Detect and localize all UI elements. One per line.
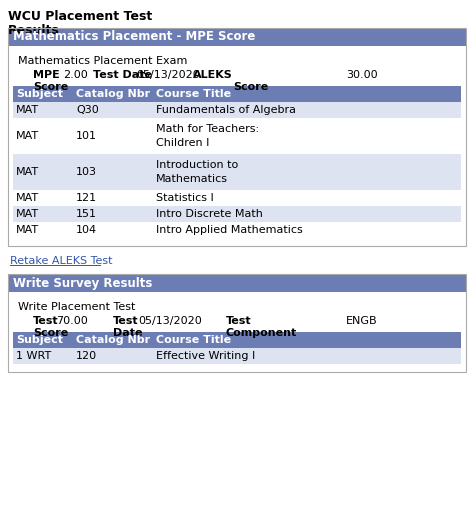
- Bar: [8, 28, 466, 46]
- Bar: [13, 118, 461, 154]
- Text: Q30: Q30: [76, 105, 99, 115]
- Text: Effective Writing I: Effective Writing I: [156, 351, 255, 361]
- Text: ALEKS: ALEKS: [193, 70, 233, 80]
- Text: Course Title: Course Title: [156, 89, 231, 99]
- Text: Course Title: Course Title: [156, 335, 231, 345]
- Text: MAT: MAT: [16, 105, 39, 115]
- Text: 120: 120: [76, 351, 97, 361]
- Text: Catalog Nbr: Catalog Nbr: [76, 335, 150, 345]
- Text: Subject: Subject: [16, 335, 63, 345]
- Text: 104: 104: [76, 225, 97, 235]
- Text: 1 WRT: 1 WRT: [16, 351, 51, 361]
- Bar: [13, 332, 461, 348]
- Text: 30.00: 30.00: [346, 70, 378, 80]
- Text: Fundamentals of Algebra: Fundamentals of Algebra: [156, 105, 296, 115]
- Text: Component: Component: [226, 328, 297, 338]
- Text: Score: Score: [33, 82, 68, 92]
- Text: MAT: MAT: [16, 131, 39, 141]
- Bar: [13, 348, 461, 364]
- Bar: [13, 222, 461, 238]
- Bar: [13, 102, 461, 118]
- Text: Test Date: Test Date: [93, 70, 152, 80]
- Bar: [13, 190, 461, 206]
- Text: Score: Score: [33, 328, 68, 338]
- Text: Math for Teachers:
Children I: Math for Teachers: Children I: [156, 124, 259, 148]
- Text: MPE: MPE: [33, 70, 60, 80]
- Text: MAT: MAT: [16, 167, 39, 177]
- Text: Score: Score: [233, 82, 268, 92]
- Text: Statistics I: Statistics I: [156, 193, 214, 203]
- Text: Introduction to
Mathematics: Introduction to Mathematics: [156, 161, 238, 183]
- Text: Retake ALEKS Test: Retake ALEKS Test: [10, 256, 112, 266]
- Text: Results: Results: [8, 24, 60, 37]
- Text: Catalog Nbr: Catalog Nbr: [76, 89, 150, 99]
- Text: Date: Date: [113, 328, 143, 338]
- Text: 103: 103: [76, 167, 97, 177]
- Text: 05/13/2020: 05/13/2020: [136, 70, 200, 80]
- Text: WCU Placement Test: WCU Placement Test: [8, 10, 152, 23]
- Text: 2.00: 2.00: [63, 70, 88, 80]
- Bar: [13, 86, 461, 102]
- Text: Intro Applied Mathematics: Intro Applied Mathematics: [156, 225, 303, 235]
- Text: Mathematics Placement - MPE Score: Mathematics Placement - MPE Score: [13, 30, 255, 44]
- Text: MAT: MAT: [16, 225, 39, 235]
- Text: Write Placement Test: Write Placement Test: [18, 302, 136, 312]
- Text: Test: Test: [33, 316, 59, 326]
- Text: 121: 121: [76, 193, 97, 203]
- Text: Mathematics Placement Exam: Mathematics Placement Exam: [18, 56, 187, 66]
- Bar: [8, 28, 466, 246]
- Text: 101: 101: [76, 131, 97, 141]
- Text: Write Survey Results: Write Survey Results: [13, 276, 152, 290]
- Bar: [8, 274, 466, 372]
- Text: 70.00: 70.00: [56, 316, 88, 326]
- Text: Intro Discrete Math: Intro Discrete Math: [156, 209, 263, 219]
- Text: Test: Test: [226, 316, 252, 326]
- Bar: [8, 292, 466, 372]
- Bar: [13, 154, 461, 190]
- Bar: [8, 46, 466, 246]
- Text: Subject: Subject: [16, 89, 63, 99]
- Bar: [8, 274, 466, 292]
- Text: Test: Test: [113, 316, 138, 326]
- Bar: [13, 206, 461, 222]
- Text: ENGB: ENGB: [346, 316, 378, 326]
- Text: MAT: MAT: [16, 193, 39, 203]
- Text: 151: 151: [76, 209, 97, 219]
- Text: MAT: MAT: [16, 209, 39, 219]
- Text: 05/13/2020: 05/13/2020: [138, 316, 202, 326]
